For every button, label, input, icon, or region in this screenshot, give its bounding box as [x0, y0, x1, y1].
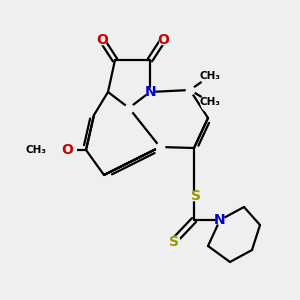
- Text: CH₃: CH₃: [200, 71, 220, 81]
- Text: CH₃: CH₃: [25, 145, 46, 155]
- Text: O: O: [61, 143, 73, 157]
- Text: N: N: [214, 213, 226, 227]
- Text: CH₃: CH₃: [200, 97, 220, 107]
- Text: S: S: [191, 189, 201, 203]
- Text: O: O: [157, 33, 169, 47]
- Text: N: N: [145, 85, 157, 99]
- Text: O: O: [96, 33, 108, 47]
- Text: S: S: [169, 235, 179, 249]
